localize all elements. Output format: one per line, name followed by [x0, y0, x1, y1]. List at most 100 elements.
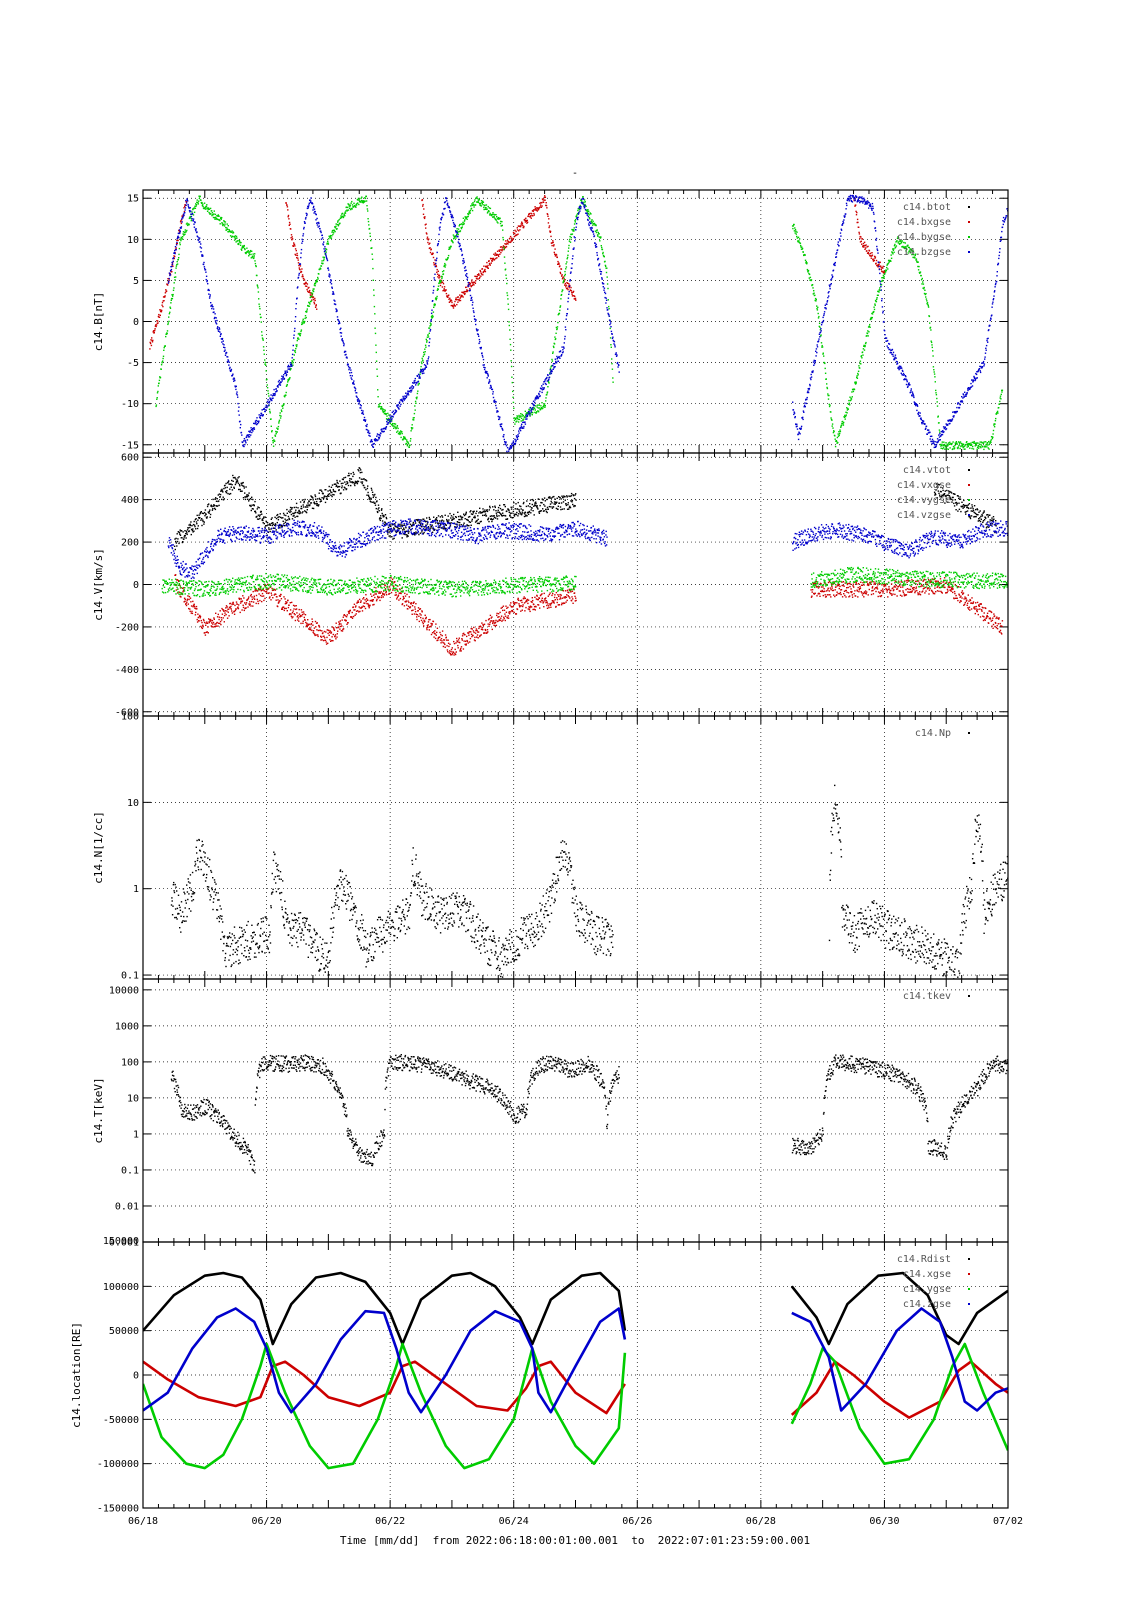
- data-point: [836, 436, 839, 439]
- data-point: [973, 375, 975, 378]
- data-point: [951, 420, 953, 422]
- data-point: [431, 317, 433, 319]
- data-point: [235, 237, 237, 240]
- data-point: [563, 342, 565, 344]
- data-point: [472, 281, 475, 284]
- data-point: [570, 236, 572, 239]
- data-point: [290, 363, 293, 366]
- data-point: [210, 304, 213, 307]
- data-point: [287, 515, 290, 518]
- data-point: [206, 517, 208, 519]
- data-point: [282, 520, 284, 522]
- data-point: [610, 322, 612, 324]
- data-point: [886, 264, 888, 266]
- data-point: [151, 341, 154, 343]
- data-point: [817, 317, 820, 319]
- data-point: [240, 431, 243, 434]
- data-point: [878, 289, 880, 291]
- data-point: [244, 492, 246, 494]
- data-point: [223, 221, 225, 223]
- y-tick-label: -200: [115, 622, 139, 633]
- data-point: [162, 300, 164, 302]
- data-point: [183, 207, 185, 209]
- data-point: [503, 248, 505, 251]
- data-point: [429, 251, 432, 254]
- data-point: [155, 324, 157, 326]
- data-point: [483, 364, 485, 366]
- data-point: [823, 311, 826, 313]
- data-point: [179, 238, 182, 240]
- data-point: [215, 323, 218, 325]
- data-point: [158, 313, 160, 316]
- data-point: [505, 445, 508, 447]
- data-point: [983, 448, 985, 451]
- data-point: [850, 398, 853, 400]
- data-point: [491, 388, 494, 391]
- data-point: [793, 230, 796, 232]
- data-point: [426, 360, 428, 362]
- data-point: [403, 437, 405, 439]
- data-point: [196, 231, 198, 233]
- data-point: [288, 517, 290, 520]
- data-point: [433, 277, 435, 279]
- data-point: [319, 228, 321, 230]
- data-point: [378, 437, 381, 439]
- data-point: [487, 267, 489, 269]
- panel-2: 6004002000-200-400-600c14.vtotc14.vxgsec…: [92, 452, 1009, 718]
- data-point: [168, 280, 170, 282]
- data-point: [473, 315, 475, 317]
- data-point: [239, 485, 241, 487]
- data-point: [1001, 226, 1004, 228]
- data-point: [398, 408, 400, 410]
- data-point: [349, 374, 352, 377]
- data-point: [400, 430, 402, 432]
- data-point: [476, 278, 478, 280]
- data-point: [330, 234, 332, 237]
- data-point: [809, 385, 811, 387]
- data-point: [822, 353, 824, 355]
- data-point: [380, 407, 382, 410]
- data-point: [412, 382, 414, 384]
- data-point: [211, 505, 213, 508]
- data-point: [432, 252, 434, 255]
- data-point: [201, 524, 203, 527]
- data-point: [550, 365, 553, 367]
- data-point: [612, 381, 614, 383]
- data-point: [405, 443, 407, 445]
- data-point: [459, 294, 461, 296]
- data-point: [385, 426, 388, 428]
- data-point: [453, 303, 455, 305]
- data-point: [226, 228, 229, 230]
- data-point: [426, 363, 429, 365]
- data-point: [511, 446, 513, 448]
- data-point: [498, 250, 501, 252]
- data-point: [303, 221, 306, 223]
- data-point: [822, 319, 825, 322]
- data-point: [234, 385, 236, 387]
- data-point: [272, 445, 275, 447]
- data-point: [467, 213, 469, 215]
- data-point: [481, 273, 483, 275]
- data-point: [196, 523, 198, 525]
- data-point: [448, 301, 451, 303]
- data-point: [350, 208, 352, 211]
- data-point: [821, 346, 824, 348]
- data-point: [506, 242, 508, 245]
- data-point: [310, 200, 312, 202]
- data-point: [272, 440, 274, 442]
- data-point: [428, 332, 430, 334]
- data-point: [270, 399, 272, 401]
- data-point: [945, 442, 947, 444]
- data-point: [192, 218, 195, 220]
- data-point: [169, 270, 172, 272]
- data-point: [250, 505, 252, 508]
- data-point: [335, 225, 337, 228]
- data-point: [493, 215, 495, 218]
- data-point: [875, 300, 878, 303]
- data-point: [157, 385, 159, 387]
- data-point: [286, 371, 289, 373]
- data-point: [287, 216, 289, 218]
- data-point: [813, 364, 815, 366]
- data-point: [341, 338, 343, 340]
- data-point: [562, 349, 564, 351]
